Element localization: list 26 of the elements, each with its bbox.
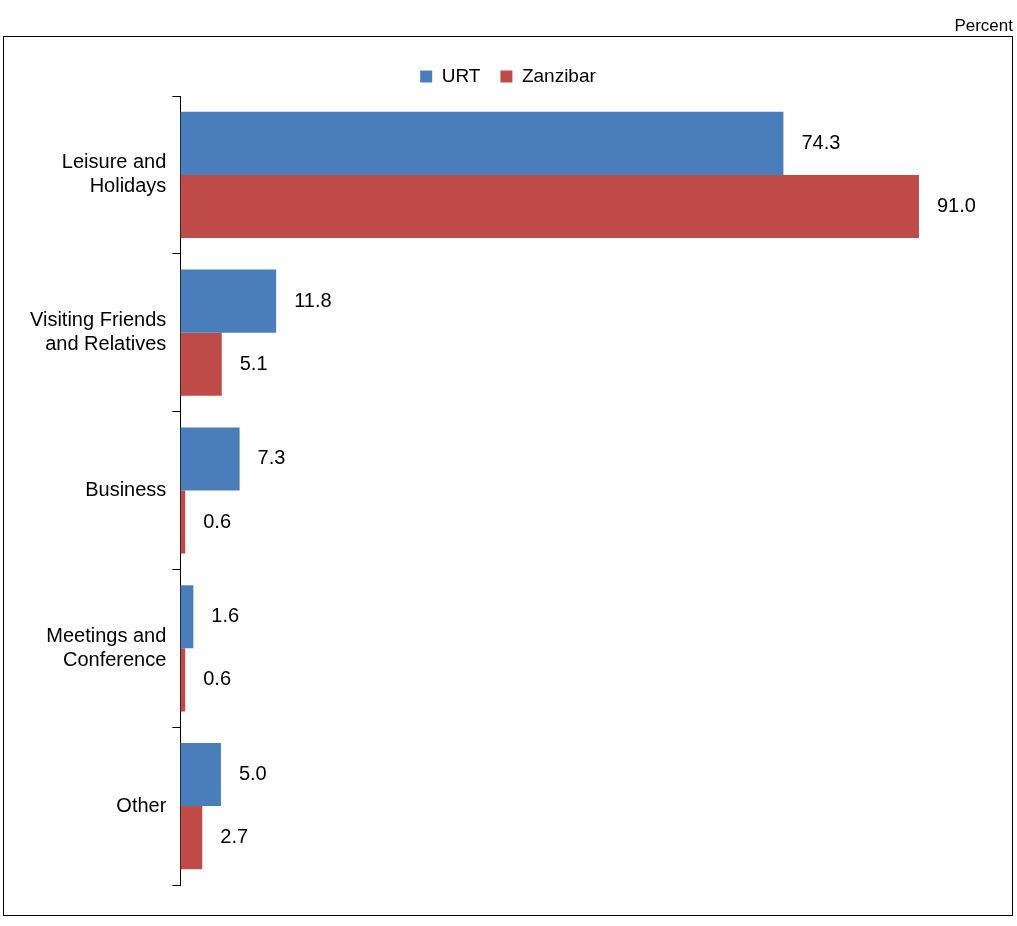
legend-label: Zanzibar: [521, 64, 597, 86]
y-tick-label: Meetings and Conference: [46, 623, 167, 670]
bar: [180, 742, 221, 807]
bar: [180, 269, 277, 333]
data-label: 0.6: [203, 509, 232, 532]
bar: [180, 585, 194, 649]
data-label: 2.7: [220, 825, 249, 848]
bar: [180, 427, 240, 491]
bar: [180, 174, 919, 239]
bar: [180, 806, 203, 870]
text: Percent: [954, 16, 1013, 36]
legend-label: URT: [441, 64, 481, 86]
data-label: 91.0: [936, 193, 976, 216]
bar: [180, 332, 222, 396]
data-label: 5.0: [238, 762, 267, 785]
data-label: 7.3: [257, 446, 286, 469]
bar: [180, 111, 784, 175]
y-tick-label: Visiting Friends and Relatives: [30, 308, 167, 355]
data-label: 5.1: [239, 351, 268, 374]
data-label: 11.8: [294, 288, 332, 311]
data-label: 0.6: [203, 667, 232, 690]
y-tick-label: Leisure and Holidays: [61, 150, 167, 197]
y-tick-label: Other: [116, 793, 167, 816]
y-tick-label: Business: [85, 478, 167, 501]
data-label: 74.3: [801, 130, 841, 153]
data-label: 1.6: [211, 604, 240, 627]
